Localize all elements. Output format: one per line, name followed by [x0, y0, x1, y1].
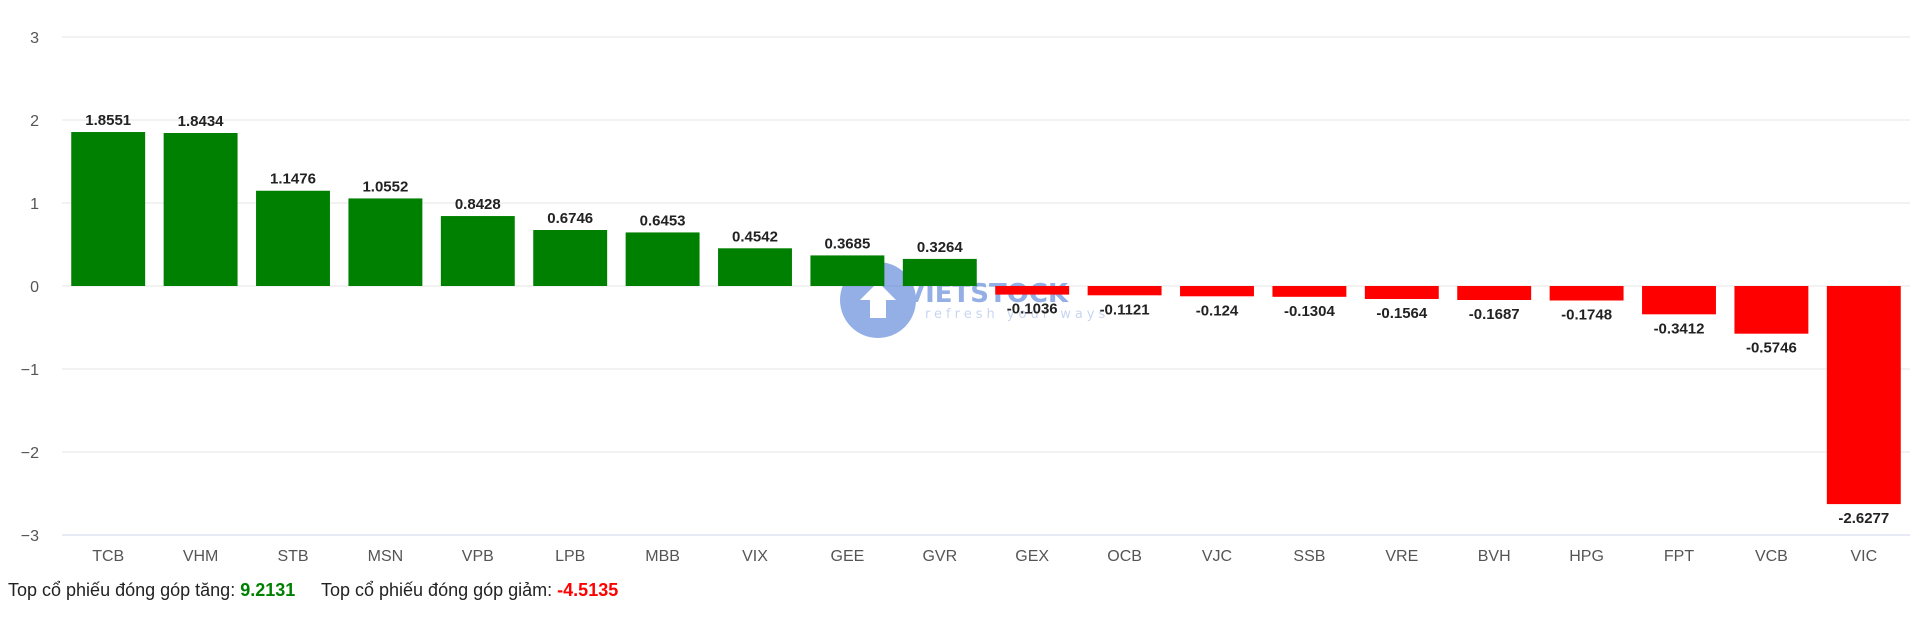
x-tick-label: VIX — [742, 548, 768, 565]
bar-ssb[interactable] — [1272, 286, 1347, 297]
bar-msn[interactable] — [348, 198, 423, 286]
data-label: 0.6453 — [640, 212, 686, 229]
x-tick-label: VHM — [183, 548, 219, 565]
data-label: 1.1476 — [270, 171, 316, 188]
data-label: 1.8551 — [85, 112, 131, 129]
x-tick-label: VJC — [1202, 548, 1232, 565]
data-label: -0.1687 — [1469, 306, 1520, 323]
bar-stb[interactable] — [256, 190, 330, 286]
data-label: 0.3264 — [917, 239, 964, 256]
y-axis-ticks: 3 2 1 0 −1 −2 −3 — [21, 30, 39, 545]
data-labels: 1.8551 1.8434 1.1476 1.0552 0.8428 0.6746 0.64… — [85, 112, 1889, 527]
x-tick-label: GEX — [1015, 548, 1049, 565]
x-tick-label: GEE — [831, 548, 865, 565]
data-label: -0.1748 — [1561, 307, 1612, 324]
down-summary-label: Top cổ phiếu đóng góp giảm: — [320, 580, 553, 600]
bar-vpb[interactable] — [440, 216, 515, 286]
y-tick-label: 2 — [30, 113, 39, 130]
x-tick-label: TCB — [92, 548, 124, 565]
y-tick-label: 0 — [30, 279, 39, 296]
watermark-arrow-icon — [860, 282, 896, 318]
bar-vix[interactable] — [718, 248, 792, 286]
x-axis-ticks: TCB VHM STB MSN VPB LPB MBB VIX GEE GVR GEX OCB VJC S… — [92, 548, 1877, 565]
x-tick-label: HPG — [1569, 548, 1604, 565]
x-tick-label: VRE — [1385, 548, 1418, 565]
bar-vjc[interactable] — [1180, 286, 1254, 297]
data-label: 0.6746 — [547, 210, 593, 227]
data-label: -0.1564 — [1376, 305, 1428, 322]
y-tick-label: 3 — [30, 30, 39, 47]
contribution-summary: Top cổ phiếu đóng góp tăng: 9.2131 Top c… — [8, 580, 618, 601]
bar-tcb[interactable] — [71, 132, 146, 286]
bars — [71, 132, 1901, 505]
bar-vcb[interactable] — [1734, 286, 1809, 334]
x-tick-label: MSN — [368, 548, 404, 565]
x-tick-label: VCB — [1755, 548, 1788, 565]
watermark-subtext: refresh your ways — [925, 307, 1109, 322]
data-label: -0.124 — [1196, 302, 1239, 319]
x-tick-label: BVH — [1478, 548, 1511, 565]
data-label: -0.1304 — [1284, 303, 1336, 320]
bar-ocb[interactable] — [1087, 286, 1162, 296]
bar-gvr[interactable] — [902, 258, 977, 286]
data-label: 0.3685 — [824, 235, 870, 252]
bar-gee[interactable] — [810, 255, 885, 286]
y-tick-label: −1 — [21, 362, 39, 379]
data-label: -0.5746 — [1746, 340, 1797, 357]
data-label: 1.8434 — [178, 113, 225, 130]
up-summary-value: 9.2131 — [240, 580, 296, 600]
x-tick-label: GVR — [922, 548, 957, 565]
bar-vic[interactable] — [1826, 286, 1901, 505]
bar-hpg[interactable] — [1549, 286, 1624, 301]
x-tick-label: SSB — [1293, 548, 1325, 565]
bar-gex[interactable] — [995, 286, 1070, 295]
data-label: 0.4542 — [732, 228, 778, 245]
down-summary-value: -4.5135 — [557, 580, 619, 600]
bar-mbb[interactable] — [625, 232, 700, 286]
y-tick-label: −3 — [21, 528, 39, 545]
data-label: -0.3412 — [1654, 320, 1705, 337]
bar-vre[interactable] — [1364, 286, 1439, 299]
x-tick-label: LPB — [555, 548, 585, 565]
x-tick-label: STB — [277, 548, 308, 565]
bar-fpt[interactable] — [1642, 286, 1716, 315]
data-label: -0.1036 — [1007, 301, 1058, 318]
bar-vhm[interactable] — [163, 132, 238, 286]
data-label: -0.1121 — [1100, 301, 1150, 318]
bar-bvh[interactable] — [1457, 286, 1532, 301]
bar-lpb[interactable] — [533, 230, 608, 286]
data-label: 1.0552 — [362, 178, 408, 195]
data-label: 0.8428 — [455, 196, 501, 213]
x-tick-label: VIC — [1850, 548, 1877, 565]
y-tick-label: −2 — [21, 445, 39, 462]
x-tick-label: MBB — [645, 548, 680, 565]
x-tick-label: VPB — [462, 548, 494, 565]
x-tick-label: FPT — [1664, 548, 1694, 565]
data-label: -2.6277 — [1838, 510, 1889, 527]
up-summary-label: Top cổ phiếu đóng góp tăng: — [8, 580, 236, 600]
x-tick-label: OCB — [1107, 548, 1142, 565]
y-tick-label: 1 — [30, 196, 39, 213]
